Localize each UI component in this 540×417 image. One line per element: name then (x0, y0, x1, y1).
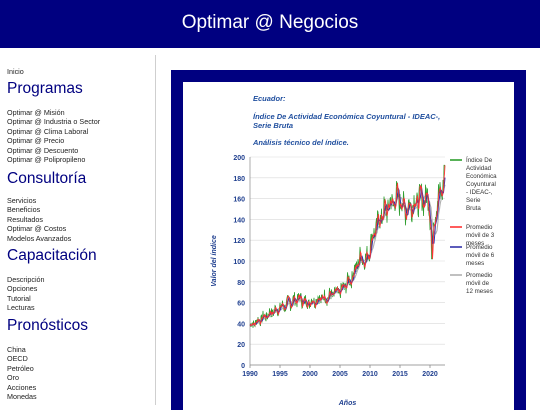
x-axis-label: Años (338, 400, 357, 407)
x-tick-label: 2015 (392, 371, 408, 378)
y-tick-label: 160 (233, 197, 245, 204)
y-tick-label: 40 (237, 321, 245, 328)
sidebar-link[interactable]: Optimar @ Misión (7, 108, 65, 117)
y-tick-label: 140 (233, 217, 245, 224)
sidebar-link[interactable]: Optimar @ Costos (7, 224, 67, 234)
x-tick-label: 1995 (272, 371, 288, 378)
y-tick-label: 120 (233, 238, 245, 245)
series-line-raw (249, 164, 445, 328)
chart-title-line2b: Serie Bruta (253, 121, 293, 130)
sidebar-link[interactable]: OECD (7, 354, 28, 364)
site-title[interactable]: Optimar @ Negocios (181, 12, 359, 33)
legend-label: Promedio móvil de 3 meses (466, 224, 495, 247)
sidebar: Inicio Programas Optimar @ Misión Optimar @… (0, 48, 155, 405)
x-tick-label: 2000 (302, 371, 318, 378)
legend-label: Índice De Actividad Económica Coyuntural - I… (466, 157, 497, 212)
y-tick-label: 60 (237, 301, 245, 308)
sidebar-link[interactable]: Optimar @ Precio (7, 136, 65, 146)
x-tick-label: 2005 (332, 371, 348, 378)
sidebar-link[interactable]: Oro (7, 373, 19, 383)
sidebar-link[interactable]: Descripción (7, 275, 45, 284)
sidebar-link[interactable]: Optimar @ Descuento (7, 145, 79, 155)
sidebar-link[interactable]: Modelos Avanzados (7, 233, 72, 243)
y-axis-label: Valor del índice (211, 235, 218, 287)
sidebar-heading: Consultoría (7, 170, 87, 187)
site-header: Optimar @ Negocios (0, 0, 540, 48)
chart-panel: Ecuador: Índice De Actividad Económica Co… (183, 82, 514, 412)
sidebar-divider (155, 55, 156, 405)
legend-label: Promedio móvil de 12 meses (466, 272, 493, 295)
y-tick-label: 200 (233, 155, 245, 162)
x-tick-label: 2010 (362, 371, 378, 378)
y-tick-label: 100 (233, 259, 245, 266)
x-tick-label: 1990 (242, 371, 258, 378)
sidebar-link[interactable]: Opciones (7, 284, 38, 294)
chart-title-line3: Análisis técnico del índice. (252, 138, 349, 147)
series-line-ma3 (249, 165, 446, 327)
sidebar-link[interactable]: Acciones (7, 382, 37, 392)
sidebar-link[interactable]: Lecturas (7, 303, 35, 313)
y-tick-label: 20 (237, 342, 245, 349)
y-tick-label: 0 (241, 363, 245, 370)
chart: Ecuador: Índice De Actividad Económica Co… (211, 94, 497, 407)
sidebar-link[interactable]: Monedas (7, 392, 37, 401)
y-tick-label: 180 (233, 176, 245, 183)
x-tick-label: 2020 (422, 371, 438, 378)
chart-title-line1: Ecuador: (253, 94, 286, 103)
sidebar-link[interactable]: Resultados (7, 214, 43, 224)
sidebar-link[interactable]: Tutorial (7, 293, 31, 303)
sidebar-link[interactable]: Petróleo (7, 363, 34, 373)
legend-label: Promedio móvil de 6 meses (466, 244, 495, 267)
sidebar-link[interactable]: Optimar @ Industria o Sector (7, 117, 101, 127)
sidebar-link[interactable]: China (7, 345, 26, 354)
y-tick-label: 80 (237, 280, 245, 287)
sidebar-link[interactable]: Servicios (7, 196, 37, 205)
sidebar-heading: Capacitación (7, 247, 97, 264)
sidebar-heading: Programas (7, 80, 83, 97)
chart-title-line2: Índice De Actividad Económica Coyuntural… (253, 112, 440, 121)
sidebar-link-inicio[interactable]: Inicio (7, 67, 24, 76)
sidebar-heading: Pronósticos (7, 317, 88, 334)
series-line-ma6 (249, 177, 446, 326)
sidebar-link[interactable]: Optimar @ Polipropileno (7, 155, 86, 164)
sidebar-link[interactable]: Optimar @ Clima Laboral (7, 126, 89, 136)
sidebar-link[interactable]: Beneficios (7, 205, 41, 215)
